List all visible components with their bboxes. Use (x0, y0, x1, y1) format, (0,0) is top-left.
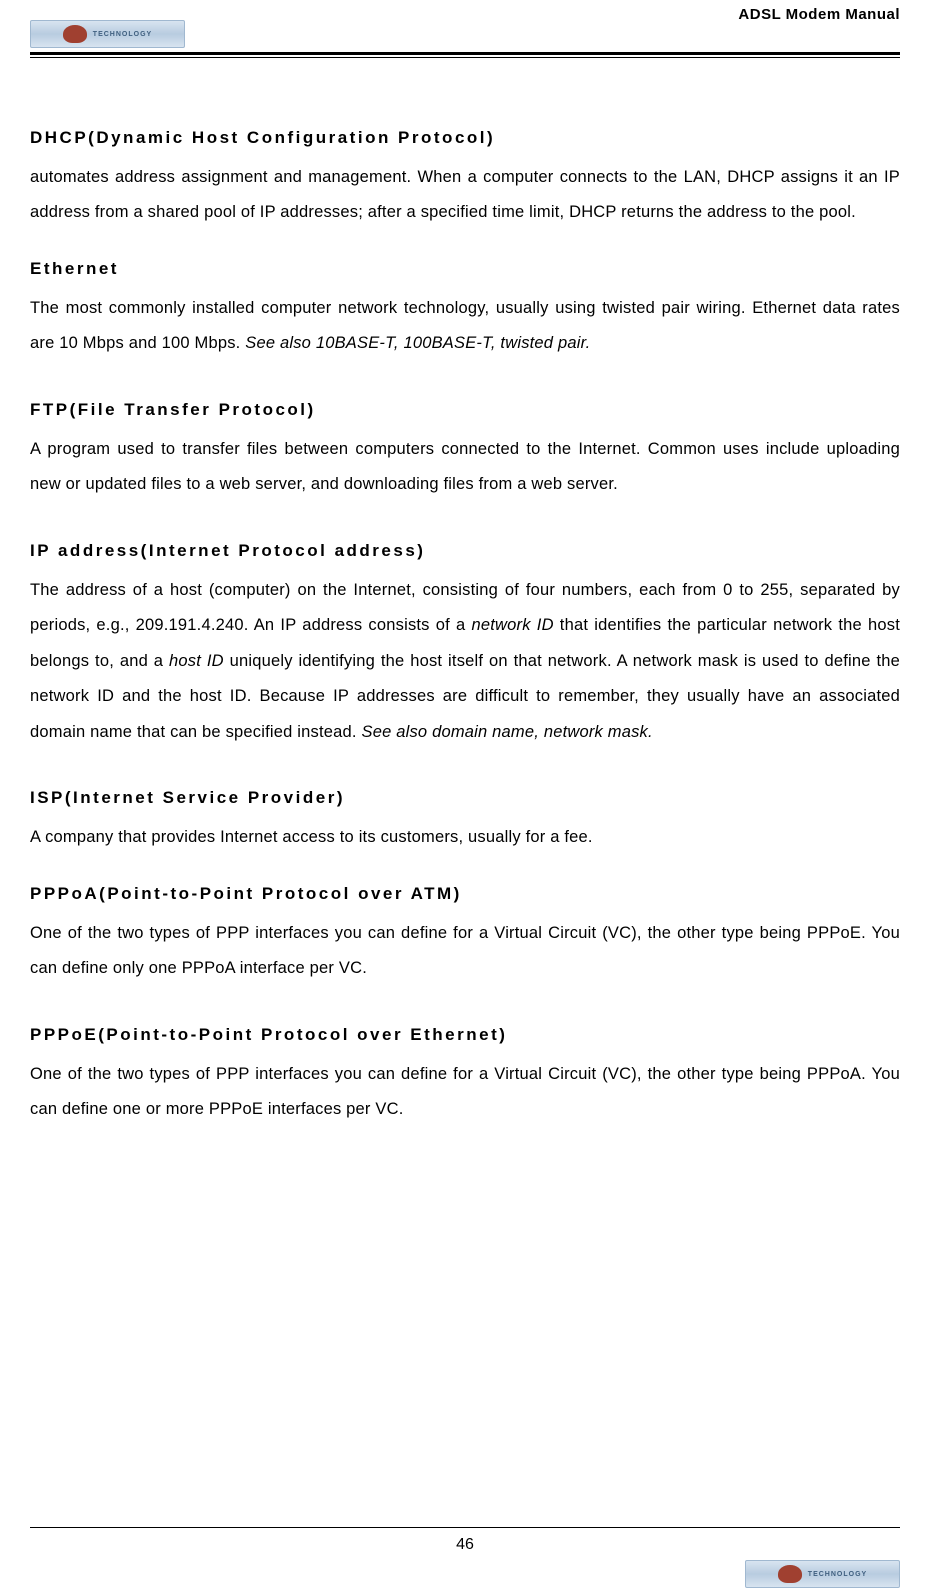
logo-text: TECHNOLOGY (93, 31, 152, 38)
term: DHCP(Dynamic Host Configuration Protocol… (30, 128, 900, 148)
glossary-entry-ethernet: Ethernet The most commonly installed com… (30, 259, 900, 362)
definition: The most commonly installed computer net… (30, 291, 900, 362)
logo-text: TECHNOLOGY (808, 1571, 867, 1578)
definition-see-also: See also domain name, network mask. (361, 723, 652, 741)
term: PPPoE(Point-to-Point Protocol over Ether… (30, 1025, 900, 1045)
glossary-entry-pppoa: PPPoA(Point-to-Point Protocol over ATM) … (30, 884, 900, 987)
glossary-entry-ftp: FTP(File Transfer Protocol) A program us… (30, 400, 900, 503)
document-title: ADSL Modem Manual (738, 6, 900, 23)
term: Ethernet (30, 259, 900, 279)
glossary-content: DHCP(Dynamic Host Configuration Protocol… (30, 58, 900, 1128)
definition: One of the two types of PPP interfaces y… (30, 1057, 900, 1128)
definition: One of the two types of PPP interfaces y… (30, 916, 900, 987)
definition: A company that provides Internet access … (30, 820, 900, 855)
glossary-entry-isp: ISP(Internet Service Provider) A company… (30, 788, 900, 855)
term: ISP(Internet Service Provider) (30, 788, 900, 808)
page-number: 46 (0, 1536, 930, 1554)
footer-rule (30, 1527, 900, 1528)
brand-logo-bottom: TECHNOLOGY (745, 1560, 900, 1588)
glossary-entry-dhcp: DHCP(Dynamic Host Configuration Protocol… (30, 128, 900, 231)
glossary-entry-ip-address: IP address(Internet Protocol address) Th… (30, 541, 900, 750)
definition-see-also: See also 10BASE-T, 100BASE-T, twisted pa… (245, 334, 590, 352)
term-inline: network ID (472, 616, 554, 634)
header-rule-thick (30, 52, 900, 55)
definition: A program used to transfer files between… (30, 432, 900, 503)
glossary-entry-pppoe: PPPoE(Point-to-Point Protocol over Ether… (30, 1025, 900, 1128)
definition: The address of a host (computer) on the … (30, 573, 900, 750)
term: FTP(File Transfer Protocol) (30, 400, 900, 420)
term: PPPoA(Point-to-Point Protocol over ATM) (30, 884, 900, 904)
brand-logo-top: TECHNOLOGY (30, 20, 185, 48)
term: IP address(Internet Protocol address) (30, 541, 900, 561)
page-header: ADSL Modem Manual TECHNOLOGY (30, 0, 900, 50)
definition: automates address assignment and managem… (30, 160, 900, 231)
term-inline: host ID (169, 652, 224, 670)
